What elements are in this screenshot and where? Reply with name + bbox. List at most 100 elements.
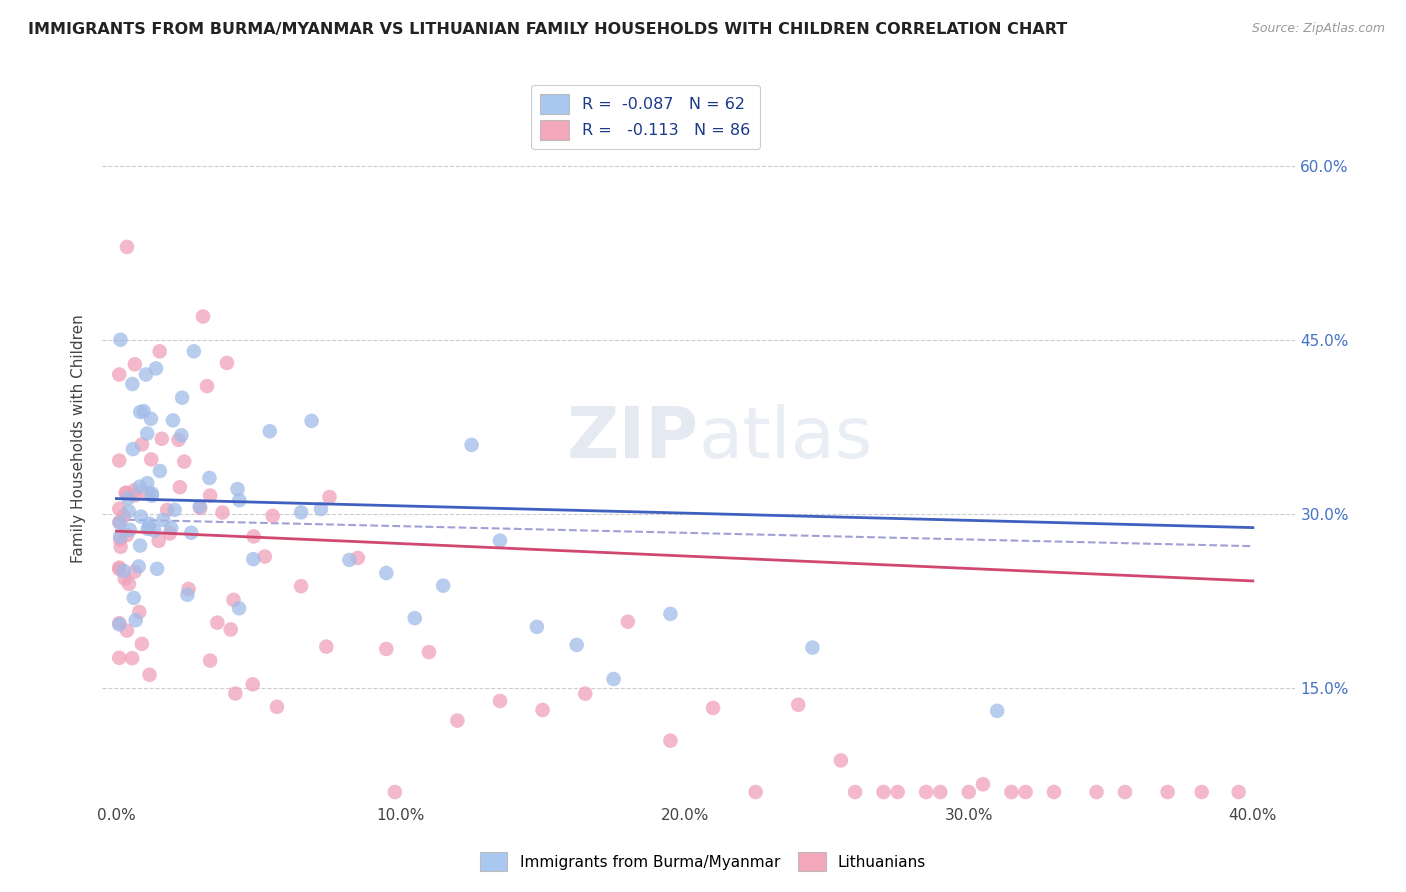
Point <box>211 506 233 520</box>
Point <box>108 516 131 530</box>
Point <box>136 426 159 441</box>
Point <box>259 424 281 438</box>
Text: IMMIGRANTS FROM BURMA/MYANMAR VS LITHUANIAN FAMILY HOUSEHOLDS WITH CHILDREN CORR: IMMIGRANTS FROM BURMA/MYANMAR VS LITHUAN… <box>28 22 1067 37</box>
Point <box>148 533 170 548</box>
Point <box>122 591 145 605</box>
Point <box>110 529 132 543</box>
Point <box>114 572 136 586</box>
Point <box>118 523 141 537</box>
Point <box>446 714 468 728</box>
Point <box>215 356 238 370</box>
Point <box>489 694 512 708</box>
Point <box>929 785 952 799</box>
Point <box>112 509 135 524</box>
Point <box>972 777 994 791</box>
Point <box>118 577 141 591</box>
Point <box>121 377 143 392</box>
Point <box>702 701 724 715</box>
Point <box>1043 785 1066 799</box>
Point <box>526 620 548 634</box>
Point <box>183 344 205 359</box>
Point <box>124 488 146 502</box>
Point <box>136 522 159 536</box>
Point <box>149 344 172 359</box>
Point <box>115 624 138 638</box>
Point <box>162 413 184 427</box>
Point <box>886 785 908 799</box>
Point <box>135 368 157 382</box>
Point <box>128 559 150 574</box>
Point <box>337 553 360 567</box>
Point <box>121 651 143 665</box>
Point <box>986 704 1008 718</box>
Point <box>143 524 166 538</box>
Point <box>404 611 426 625</box>
Point <box>872 785 894 799</box>
Point <box>228 493 250 508</box>
Point <box>108 560 131 574</box>
Point <box>418 645 440 659</box>
Point <box>266 699 288 714</box>
Point <box>384 785 406 799</box>
Point <box>224 686 246 700</box>
Point <box>125 613 148 627</box>
Point <box>375 642 398 657</box>
Point <box>108 650 131 665</box>
Point <box>801 640 824 655</box>
Point <box>228 601 250 615</box>
Point <box>195 379 218 393</box>
Point <box>108 453 131 467</box>
Y-axis label: Family Households with Children: Family Households with Children <box>72 314 86 563</box>
Point <box>124 565 146 579</box>
Point <box>138 516 160 531</box>
Point <box>173 454 195 468</box>
Point <box>129 539 152 553</box>
Point <box>131 637 153 651</box>
Point <box>659 733 682 747</box>
Point <box>318 490 340 504</box>
Legend: R =  -0.087   N = 62, R =   -0.113   N = 86: R = -0.087 N = 62, R = -0.113 N = 86 <box>530 85 759 149</box>
Point <box>957 785 980 799</box>
Point <box>141 489 163 503</box>
Point <box>152 513 174 527</box>
Point <box>128 480 150 494</box>
Point <box>1000 785 1022 799</box>
Point <box>172 391 194 405</box>
Point <box>141 486 163 500</box>
Point <box>150 432 173 446</box>
Point <box>744 785 766 799</box>
Point <box>659 607 682 621</box>
Text: Source: ZipAtlas.com: Source: ZipAtlas.com <box>1251 22 1385 36</box>
Point <box>617 615 640 629</box>
Point <box>1191 785 1213 799</box>
Point <box>207 615 229 630</box>
Point <box>163 503 186 517</box>
Point <box>188 501 211 516</box>
Point <box>460 438 482 452</box>
Point <box>915 785 938 799</box>
Point <box>219 623 242 637</box>
Point <box>242 529 264 543</box>
Point <box>145 361 167 376</box>
Point <box>198 654 221 668</box>
Point <box>115 240 138 254</box>
Point <box>432 579 454 593</box>
Point <box>177 582 200 596</box>
Point <box>146 562 169 576</box>
Point <box>565 638 588 652</box>
Point <box>188 500 211 514</box>
Point <box>1014 785 1036 799</box>
Text: atlas: atlas <box>699 404 873 473</box>
Point <box>531 703 554 717</box>
Point <box>108 368 131 382</box>
Point <box>1156 785 1178 799</box>
Point <box>198 471 221 485</box>
Point <box>108 616 131 631</box>
Point <box>309 502 332 516</box>
Point <box>170 428 193 442</box>
Legend: Immigrants from Burma/Myanmar, Lithuanians: Immigrants from Burma/Myanmar, Lithuania… <box>474 847 932 877</box>
Point <box>136 476 159 491</box>
Point <box>139 412 162 426</box>
Point <box>242 677 264 691</box>
Point <box>129 509 152 524</box>
